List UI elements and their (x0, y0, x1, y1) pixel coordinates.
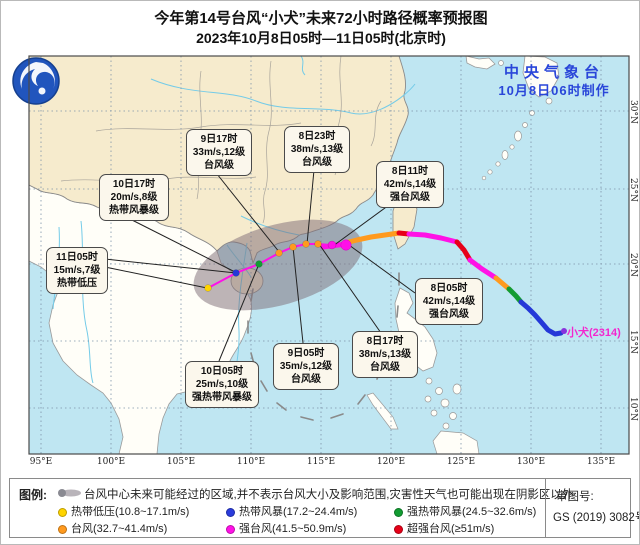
legend-panel: 图例: 台风中心未来可能经过的区域,并不表示台风大小及影响范围,灾害性天气也可能… (9, 478, 639, 538)
lon-tick-115e: 115°E (306, 457, 336, 467)
lon-tick-120e: 120°E (376, 457, 406, 467)
point-severe-tropical-storm (255, 260, 263, 268)
lat-tick-20n: 20°N (628, 253, 638, 277)
lat-tick-15n: 15°N (628, 330, 638, 354)
philippine-islands (366, 377, 480, 454)
label-box-8d17h: 8日17时 38m/s,13级 台风级 (352, 331, 418, 378)
legend-item-sts: 强热带风暴(24.5~32.6m/s) (394, 503, 536, 519)
label-box-11d05h: 11日05时 15m/s,7级 热带低压 (46, 247, 108, 294)
legend-item-ty: 台风(32.7~41.4m/s) (58, 520, 167, 536)
sty-dot-icon (226, 524, 235, 534)
lon-tick-95e: 95°E (29, 457, 53, 467)
point-tropical-storm (232, 269, 240, 277)
lat-tick-30n: 30°N (628, 100, 638, 124)
observed-track (342, 230, 564, 337)
label-box-8d11h: 8日11时 42m/s,14级 强台风级 (376, 161, 444, 208)
legend-title: 图例: (19, 488, 47, 502)
page-subtitle: 2023年10月8日05时—11日05时(北京时) (196, 30, 446, 46)
storm-id-label: 小犬(2314) (567, 327, 621, 339)
lon-tick-130e: 130°E (516, 457, 546, 467)
leader-lines (104, 169, 416, 362)
track-origin-point (561, 328, 567, 334)
lon-tick-125e: 125°E (446, 457, 476, 467)
sts-dot-icon (394, 507, 403, 517)
label-box-9d05h: 9日05时 35m/s,12级 台风级 (273, 343, 339, 390)
point-typhoon-4 (314, 240, 322, 248)
point-tropical-depression (204, 284, 212, 292)
lon-tick-105e: 105°E (166, 457, 196, 467)
cone-note: 台风中心未来可能经过的区域,并不表示台风大小及影响范围,灾害性天气也可能出现在阴… (84, 489, 574, 501)
issue-time-watermark: 10月8日06时制作 (498, 83, 610, 98)
map-geography (29, 56, 629, 454)
td-dot-icon (58, 507, 67, 517)
land-korea (465, 56, 496, 70)
forecast-points (204, 239, 352, 292)
label-box-9d17h: 9日17时 33m/s,12级 台风级 (186, 129, 252, 176)
lat-tick-10n: 10°N (628, 397, 638, 421)
approval-number: GS (2019) 3082号 (553, 512, 640, 524)
ty-dot-icon (58, 524, 67, 534)
point-severe-typhoon (327, 240, 337, 250)
label-box-8d05h: 8日05时 42m/s,14级 强台风级 (415, 278, 483, 325)
legend-divider (545, 479, 546, 537)
lon-tick-110e: 110°E (236, 457, 266, 467)
label-box-10d05h: 10日05时 25m/s,10级 强热带风暴级 (185, 361, 259, 408)
current-position-marker (340, 239, 352, 251)
cone-legend-icon (58, 489, 81, 497)
lon-tick-100e: 100°E (96, 457, 126, 467)
land-japan (522, 56, 560, 98)
ts-dot-icon (226, 507, 235, 517)
legend-item-super-ty: 超强台风(≥51m/s) (394, 520, 494, 536)
page-title: 今年第14号台风“小犬”未来72小时路径概率预报图 (154, 10, 488, 27)
label-box-10d17h: 10日17时 20m/s,8级 热带风暴级 (99, 174, 169, 221)
point-typhoon-1 (275, 249, 283, 257)
super-ty-dot-icon (394, 524, 403, 534)
legend-item-ts: 热带风暴(17.2~24.4m/s) (226, 503, 357, 519)
legend-item-sty: 强台风(41.5~50.9m/s) (226, 520, 346, 536)
agency-watermark: 中央气象台 (503, 64, 604, 81)
point-typhoon-2 (289, 243, 297, 251)
ryukyu-islands (481, 97, 553, 181)
label-box-8d23h: 8日23时 38m/s,13级 台风级 (284, 126, 350, 173)
cma-logo-icon (12, 57, 60, 105)
point-typhoon-3 (302, 240, 310, 248)
lat-tick-25n: 25°N (628, 178, 638, 202)
lon-tick-135e: 135°E (586, 457, 616, 467)
map-frame (28, 55, 630, 455)
approval-label: 审图号: (556, 491, 594, 503)
legend-item-td: 热带低压(10.8~17.1m/s) (58, 503, 189, 519)
